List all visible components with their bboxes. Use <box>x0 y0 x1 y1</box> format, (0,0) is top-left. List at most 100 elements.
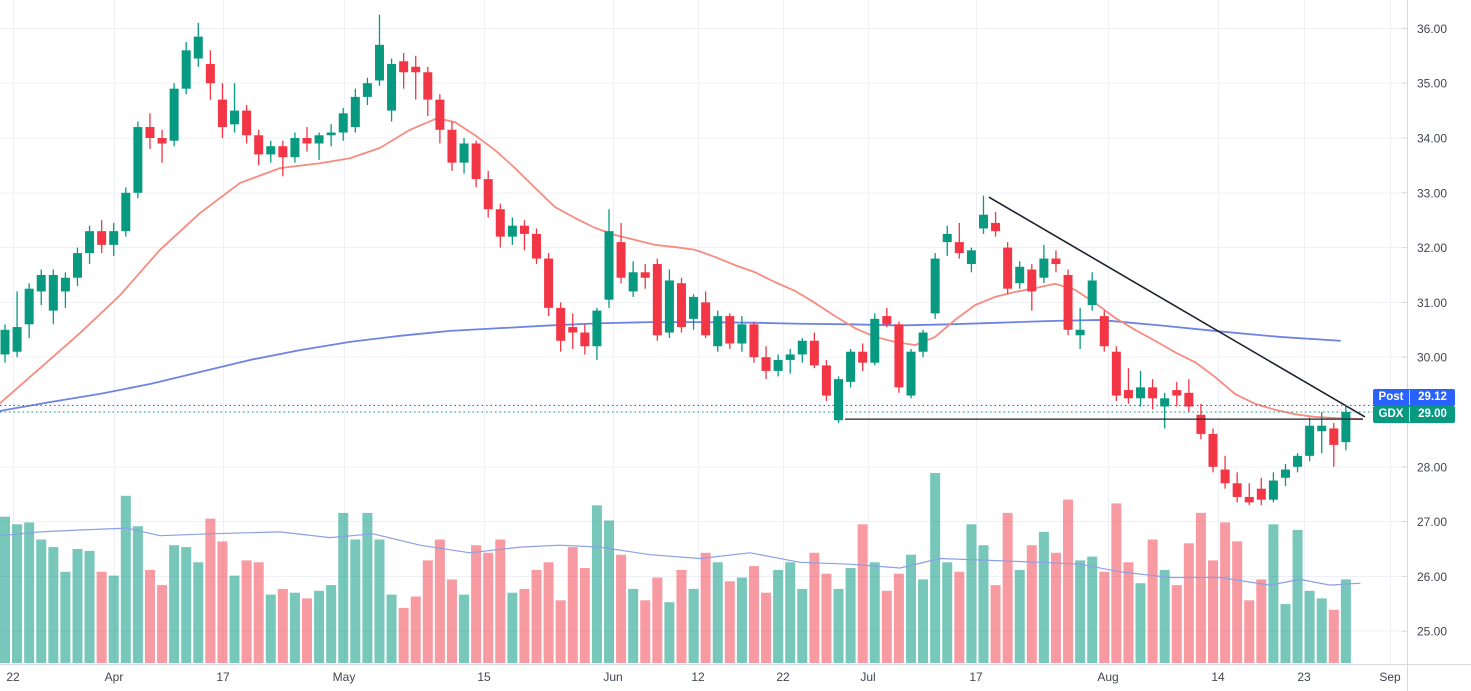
volume-bar <box>1208 560 1218 663</box>
candle-body <box>362 83 372 97</box>
volume-bar <box>12 524 23 663</box>
candle-body <box>1268 480 1278 500</box>
volume-bar <box>1050 552 1061 663</box>
price-axis-label[interactable]: 32.00 <box>1417 241 1447 255</box>
candle-body <box>1329 428 1339 445</box>
time-axis-label[interactable]: Sep <box>1379 670 1401 684</box>
candle-body <box>1099 316 1109 347</box>
candle-body <box>1244 496 1254 503</box>
volume-bar <box>1026 545 1037 663</box>
candle-body <box>278 146 288 158</box>
post-price-label: Post 29.12 <box>1373 389 1455 406</box>
volume-bar <box>1171 585 1182 663</box>
candle-body <box>133 127 143 193</box>
volume-bar <box>338 512 349 663</box>
volume-bar <box>1316 598 1327 663</box>
candle-body <box>1184 392 1194 407</box>
candle-body <box>60 277 70 292</box>
candle-body <box>1003 247 1013 289</box>
time-axis-label[interactable]: Jul <box>860 670 875 684</box>
volume-bar <box>1063 499 1074 663</box>
candle-body <box>737 324 747 344</box>
candle-body <box>1293 455 1303 467</box>
candle-body <box>507 225 517 237</box>
time-axis-label[interactable]: Apr <box>105 670 124 684</box>
candle-body <box>797 340 807 355</box>
time-axis-label[interactable]: Jun <box>603 670 622 684</box>
volume-bar <box>1014 569 1025 663</box>
candle-body <box>1123 390 1133 399</box>
price-axis-label[interactable]: 31.00 <box>1417 296 1447 310</box>
volume-bar <box>736 577 747 663</box>
volume-bar <box>748 566 759 663</box>
candle-body <box>568 327 578 333</box>
volume-bar <box>265 594 276 663</box>
candle-body <box>858 351 868 363</box>
candle-body <box>121 192 131 232</box>
time-axis-label[interactable]: 17 <box>216 670 230 684</box>
time-axis-label[interactable]: 14 <box>1211 670 1225 684</box>
time-axis-label[interactable]: 15 <box>477 670 491 684</box>
volume-bar <box>386 594 397 663</box>
time-axis-label[interactable]: 23 <box>1297 670 1311 684</box>
candle-body <box>181 50 191 89</box>
candle-body <box>1220 469 1230 484</box>
candle-body <box>36 275 46 292</box>
symbol-label-divider <box>1409 407 1410 422</box>
volume-bar <box>1123 562 1134 663</box>
candle-body <box>966 250 976 265</box>
candle-body <box>930 258 940 314</box>
volume-bar <box>809 552 820 663</box>
volume-bar <box>229 575 240 663</box>
candle-body <box>411 66 421 73</box>
volume-bar <box>60 571 71 663</box>
candle-body <box>24 288 34 325</box>
time-axis-label[interactable]: 22 <box>776 670 790 684</box>
candle-body <box>1136 387 1146 399</box>
volume-bar <box>1195 512 1206 663</box>
price-axis-label[interactable]: 33.00 <box>1417 186 1447 200</box>
volume-bar <box>36 539 47 663</box>
price-axis-label[interactable]: 25.00 <box>1417 625 1447 639</box>
volume-bar <box>954 571 965 663</box>
volume-bar <box>664 602 675 663</box>
price-axis-label[interactable]: 27.00 <box>1417 515 1447 529</box>
volume-bar <box>398 607 409 663</box>
price-axis-label[interactable]: 36.00 <box>1417 22 1447 36</box>
volume-bar <box>821 573 832 663</box>
volume-bar <box>362 512 373 663</box>
volume-bar <box>422 560 433 663</box>
volume-bar <box>157 585 168 663</box>
volume-bar <box>169 545 180 663</box>
volume-bar <box>1183 543 1194 663</box>
candle-body <box>217 99 227 128</box>
price-axis-label[interactable]: 34.00 <box>1417 132 1447 146</box>
candle-body <box>1317 425 1327 432</box>
time-axis-label[interactable]: Aug <box>1097 670 1118 684</box>
candle-body <box>1039 258 1049 278</box>
volume-bar <box>881 590 892 663</box>
candle-body <box>664 280 674 333</box>
time-axis-label[interactable]: 12 <box>691 670 705 684</box>
price-axis-label[interactable]: 30.00 <box>1417 351 1447 365</box>
candle-body <box>72 253 82 278</box>
volume-bar <box>483 552 494 663</box>
price-axis-label[interactable]: 28.00 <box>1417 460 1447 474</box>
price-axis-label[interactable]: 26.00 <box>1417 570 1447 584</box>
candle-body <box>1208 433 1218 467</box>
price-axis-label[interactable]: 35.00 <box>1417 77 1447 91</box>
volume-bar <box>253 562 264 663</box>
volume-bar <box>302 598 312 663</box>
volume-bar <box>640 600 651 663</box>
volume-bar <box>688 588 699 663</box>
time-axis-label[interactable]: 17 <box>969 670 983 684</box>
time-axis-label[interactable]: May <box>333 670 356 684</box>
volume-bar <box>507 592 518 663</box>
volume-bar <box>676 569 687 663</box>
candle-body <box>640 272 650 278</box>
candle-body <box>495 209 505 237</box>
time-axis-label[interactable]: 22 <box>6 670 20 684</box>
volume-bar <box>918 579 929 663</box>
volume-bar <box>966 524 977 663</box>
